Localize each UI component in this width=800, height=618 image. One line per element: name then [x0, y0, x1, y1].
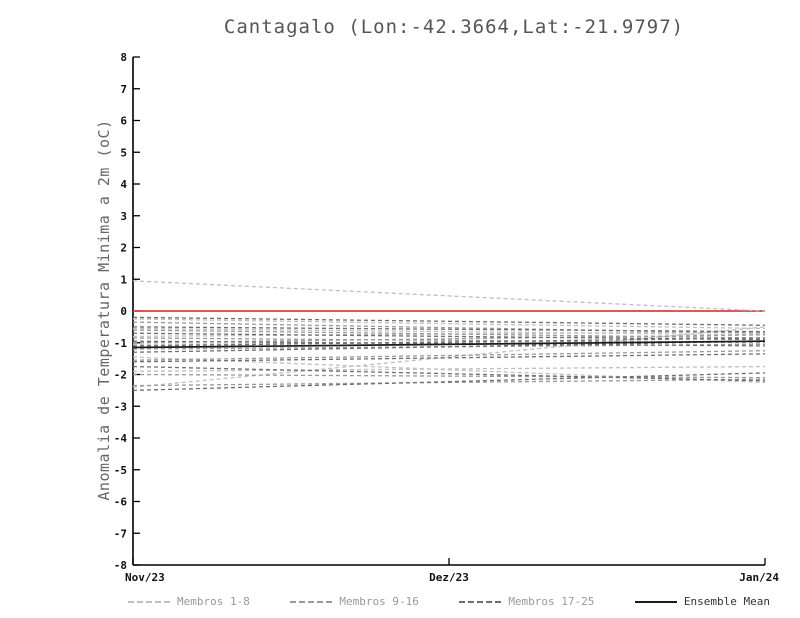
legend-label: Membros 17-25 [508, 595, 595, 608]
legend-item: Membros 1-8 [128, 595, 250, 608]
legend-item: Ensemble Mean [634, 595, 770, 608]
member-line [132, 353, 766, 363]
y-tick-label: -5 [114, 464, 127, 477]
chart-title: Cantagalo (Lon:-42.3664,Lat:-21.9797) [223, 16, 685, 38]
y-tick-label: -4 [114, 432, 128, 445]
y-tick-label: -1 [114, 337, 128, 350]
legend: Membros 1-8 Membros 9-16 Membros 17-25 E… [128, 595, 770, 608]
member-line [132, 337, 766, 347]
x-tick-label: Dez/23 [429, 571, 469, 584]
y-tick-label: -3 [114, 400, 127, 413]
y-tick-label: 2 [120, 242, 127, 255]
member-line [132, 332, 766, 341]
ensemble-mean-line [132, 340, 766, 349]
legend-label: Membros 1-8 [177, 595, 250, 608]
member-line [132, 350, 766, 361]
member-line [132, 316, 766, 326]
y-tick-label: -7 [114, 527, 127, 540]
member-line [132, 326, 766, 333]
member-line [132, 365, 766, 382]
member-line [132, 327, 766, 336]
legend-sample [290, 600, 333, 603]
member-line [132, 326, 766, 388]
y-tick-label: 5 [120, 146, 127, 159]
x-tick-label: Nov/23 [125, 571, 165, 584]
y-tick-label: -2 [114, 369, 127, 382]
legend-sample [128, 600, 170, 603]
member-line [132, 280, 766, 312]
y-tick-label: 7 [120, 83, 127, 96]
x-tick-label: Jan/24 [739, 571, 779, 584]
y-tick-label: -6 [114, 496, 128, 509]
y-tick-label: 8 [120, 51, 127, 64]
legend-label: Membros 9-16 [339, 595, 419, 608]
legend-label: Ensemble Mean [683, 595, 770, 608]
member-line [132, 365, 766, 372]
y-tick-label: 4 [120, 178, 127, 191]
legend-sample [459, 600, 502, 603]
y-tick-label: 1 [120, 273, 127, 286]
y-tick-label: 0 [120, 305, 127, 318]
y-tick-label: 3 [120, 210, 127, 223]
legend-item: Membros 9-16 [290, 595, 419, 608]
member-line [132, 378, 766, 387]
y-tick-label: 6 [120, 115, 127, 128]
y-tick-label: -8 [114, 559, 127, 572]
legend-item: Membros 17-25 [459, 595, 594, 608]
member-line [132, 373, 766, 379]
legend-sample [634, 600, 677, 603]
member-line [132, 372, 766, 392]
member-line [132, 318, 766, 330]
